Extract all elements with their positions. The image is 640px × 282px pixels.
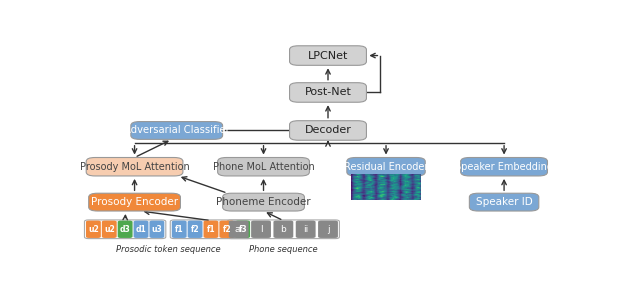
FancyBboxPatch shape [227, 220, 339, 239]
Text: f1: f1 [175, 225, 184, 234]
Text: l: l [260, 225, 262, 234]
Text: u3: u3 [152, 225, 163, 234]
Text: Post-Net: Post-Net [305, 87, 351, 98]
Text: d3: d3 [120, 225, 131, 234]
FancyBboxPatch shape [347, 158, 425, 176]
FancyBboxPatch shape [170, 220, 252, 239]
FancyBboxPatch shape [318, 221, 338, 238]
FancyBboxPatch shape [461, 158, 547, 176]
FancyBboxPatch shape [131, 122, 223, 139]
FancyBboxPatch shape [89, 193, 180, 211]
FancyBboxPatch shape [188, 221, 202, 238]
Text: Adversarial Classifier: Adversarial Classifier [124, 125, 230, 135]
FancyBboxPatch shape [172, 221, 187, 238]
FancyBboxPatch shape [84, 220, 166, 239]
Text: Prosody MoL Attention: Prosody MoL Attention [80, 162, 189, 172]
FancyBboxPatch shape [134, 221, 148, 238]
FancyBboxPatch shape [220, 221, 234, 238]
Text: Prosody Encoder: Prosody Encoder [91, 197, 178, 207]
Text: Phone MoL Attention: Phone MoL Attention [212, 162, 314, 172]
Text: f2: f2 [223, 225, 231, 234]
FancyBboxPatch shape [296, 221, 316, 238]
FancyBboxPatch shape [223, 193, 305, 211]
Text: f3: f3 [238, 225, 247, 234]
Text: f2: f2 [191, 225, 200, 234]
FancyBboxPatch shape [469, 193, 539, 211]
FancyBboxPatch shape [251, 221, 271, 238]
FancyBboxPatch shape [289, 46, 367, 65]
Text: Phone sequence: Phone sequence [249, 245, 317, 254]
Text: ii: ii [303, 225, 308, 234]
FancyBboxPatch shape [289, 121, 367, 140]
FancyBboxPatch shape [273, 221, 293, 238]
Text: Prosodic token sequence: Prosodic token sequence [116, 245, 220, 254]
Text: Residual Encoder: Residual Encoder [344, 162, 428, 172]
Text: Speaker ID: Speaker ID [476, 197, 532, 207]
Text: u2: u2 [104, 225, 115, 234]
Text: f1: f1 [207, 225, 215, 234]
FancyBboxPatch shape [289, 83, 367, 102]
Text: Phoneme Encoder: Phoneme Encoder [216, 197, 311, 207]
FancyBboxPatch shape [236, 221, 250, 238]
Text: d1: d1 [136, 225, 147, 234]
Text: Decoder: Decoder [305, 125, 351, 135]
FancyBboxPatch shape [229, 221, 248, 238]
FancyBboxPatch shape [204, 221, 218, 238]
FancyBboxPatch shape [118, 221, 132, 238]
Text: ai: ai [235, 225, 243, 234]
FancyBboxPatch shape [86, 221, 101, 238]
Text: Speaker Embedding: Speaker Embedding [455, 162, 553, 172]
FancyBboxPatch shape [150, 221, 164, 238]
Text: j: j [326, 225, 330, 234]
FancyBboxPatch shape [218, 158, 309, 176]
FancyBboxPatch shape [102, 221, 116, 238]
FancyBboxPatch shape [86, 158, 183, 176]
Text: u2: u2 [88, 225, 99, 234]
Text: LPCNet: LPCNet [308, 50, 348, 61]
Text: b: b [280, 225, 286, 234]
